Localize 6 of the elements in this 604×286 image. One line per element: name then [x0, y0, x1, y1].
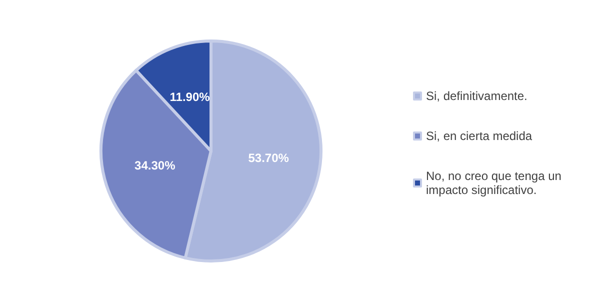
data-label: 11.90% — [170, 90, 210, 104]
data-label: 34.30% — [134, 158, 176, 173]
legend-label: Si, en cierta medida — [426, 129, 532, 143]
legend-label: Si, definitivamente. — [426, 89, 528, 103]
legend-label: No, no creo que tenga un impacto significativo. — [426, 169, 565, 197]
data-label: 53.70% — [248, 150, 290, 165]
